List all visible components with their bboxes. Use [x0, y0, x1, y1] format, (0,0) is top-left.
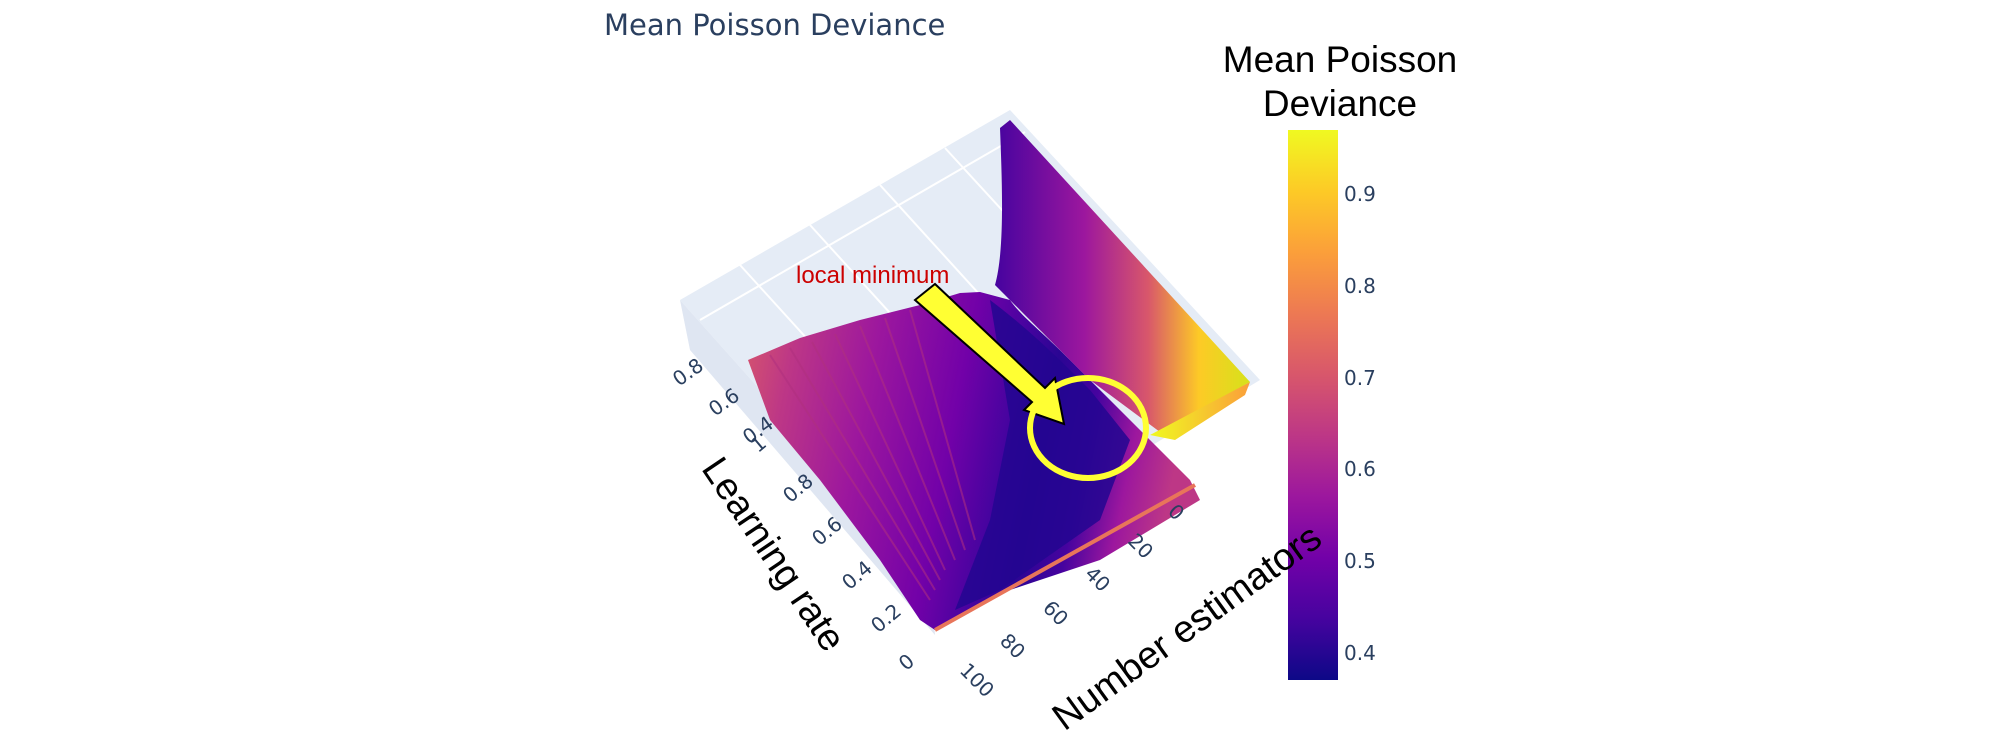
colorbar-title-line: Mean Poisson	[1222, 39, 1458, 80]
plot-title: Mean Poisson Deviance	[604, 8, 946, 42]
colorbar-tick-label: 0.9	[1344, 182, 1376, 207]
surface-front-edge	[934, 483, 1196, 632]
colorbar-tick-label: 0.6	[1344, 457, 1376, 482]
colorbar	[1288, 130, 1338, 680]
annotation-label: local minimum	[796, 262, 950, 289]
colorbar-tick-label: 0.8	[1344, 273, 1376, 298]
surface-wall	[995, 120, 1250, 432]
colorbar-tick-label: 0.7	[1344, 365, 1376, 390]
surface-ridges	[769, 309, 976, 601]
colorbar-title-line: Deviance	[1262, 83, 1418, 124]
colorbar-title: Mean Poisson Deviance	[1180, 38, 1500, 126]
colorbar-tick-label: 0.4	[1344, 640, 1376, 665]
floor-plane	[680, 300, 935, 635]
annotation-arrow	[913, 282, 1066, 426]
annotation-circle	[1027, 375, 1149, 481]
surface-edge	[1150, 382, 1250, 440]
colorbar-tick-label: 0.5	[1344, 548, 1376, 573]
